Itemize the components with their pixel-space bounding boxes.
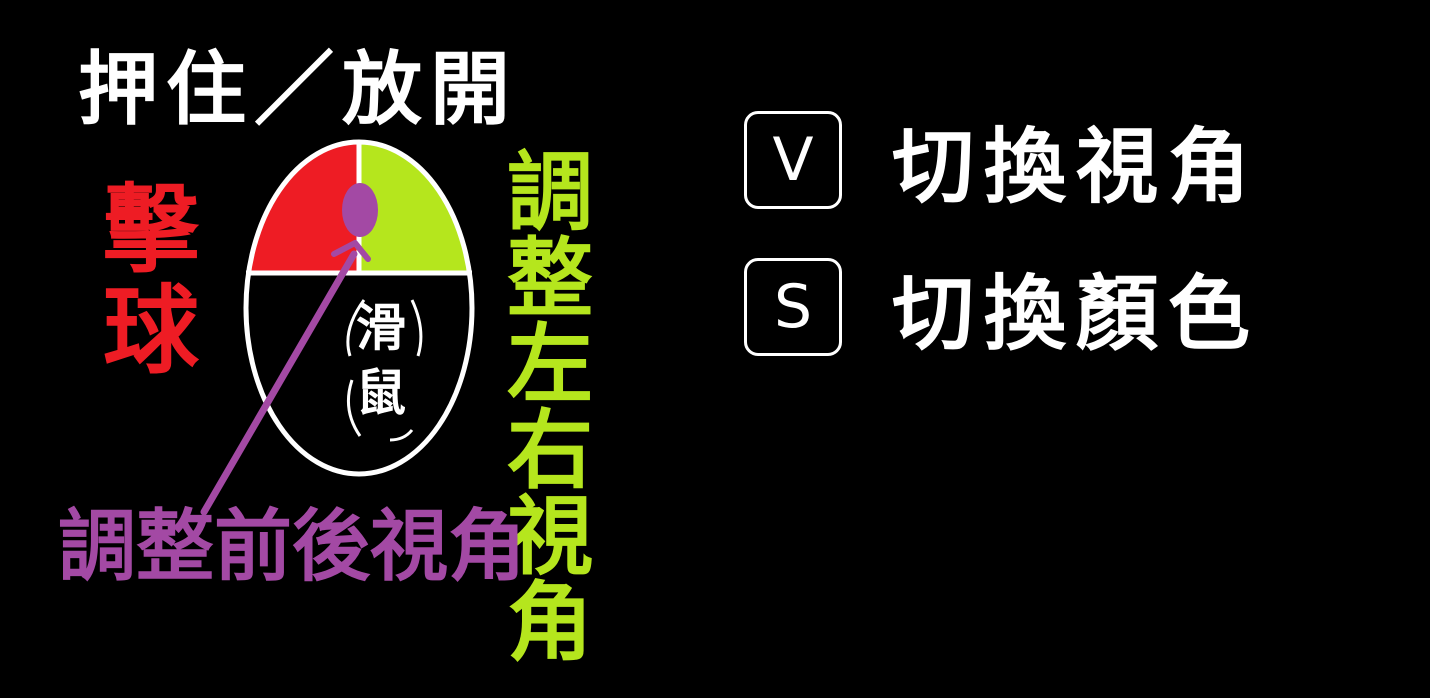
key-v: V <box>744 110 842 209</box>
switch-view-label: 切換視角 <box>892 120 1261 215</box>
mouse-label-bracket-right <box>389 299 423 442</box>
adjust-left-right-view-label: 調整左右視角 <box>507 143 593 673</box>
switch-color-label: 切換顏色 <box>892 267 1261 362</box>
key-s: S <box>744 257 842 356</box>
wheel-pointer-arrow <box>200 250 358 516</box>
hit-ball-label: 擊球 <box>103 174 199 387</box>
scroll-wheel <box>342 183 378 237</box>
adjust-front-back-view-label: 調整前後視角 <box>58 502 527 592</box>
right-button-area <box>359 142 472 271</box>
shortcut-row-s: S 切換顏色 <box>744 247 1260 366</box>
mouse-label: 滑鼠 <box>356 299 406 422</box>
wheel-pointer-arrowhead <box>331 240 371 262</box>
shortcut-row-v: V 切換視角 <box>744 100 1260 219</box>
mouse-label-bracket-left <box>346 299 366 437</box>
hold-release-label: 押住／放開 <box>78 43 518 136</box>
